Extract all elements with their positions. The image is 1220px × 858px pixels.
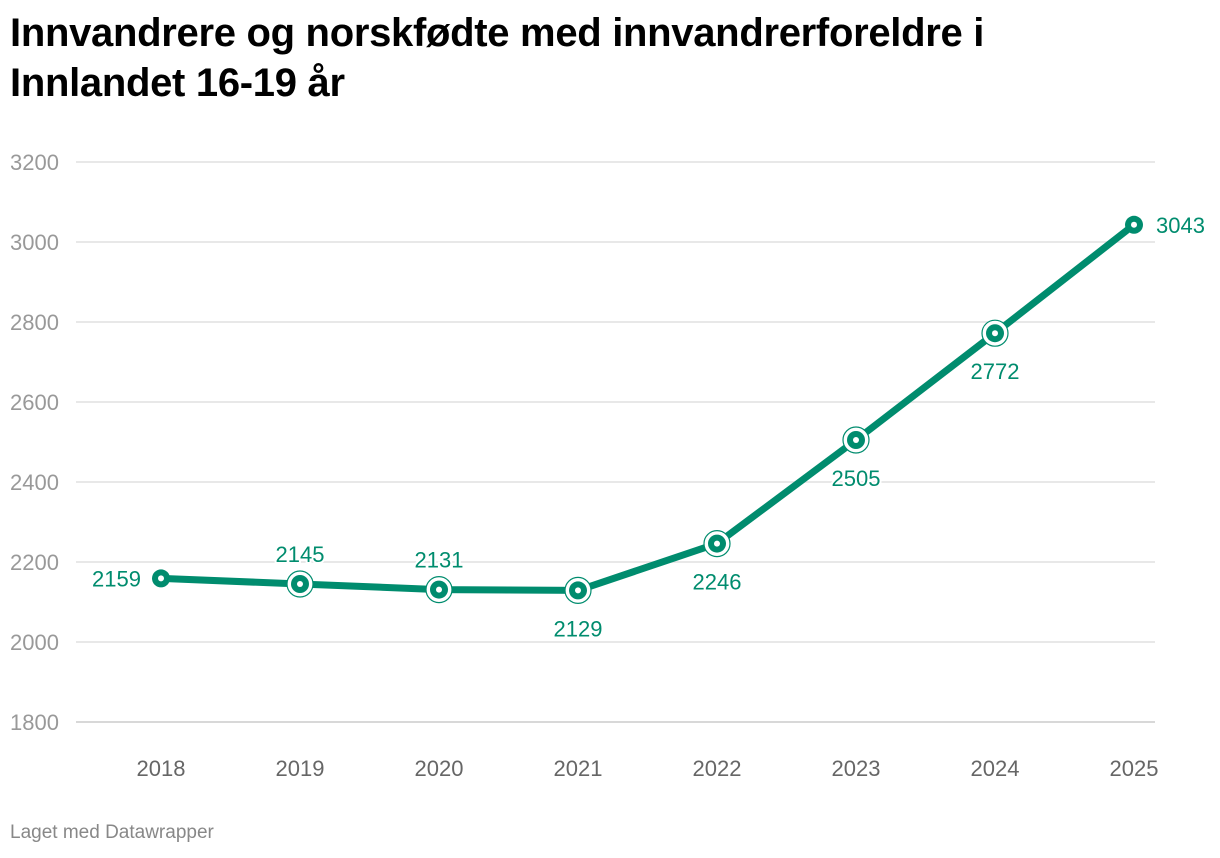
data-label: 3043 [1156, 213, 1205, 238]
data-point [564, 576, 592, 605]
data-point [842, 426, 870, 454]
data-point [981, 319, 1009, 347]
data-point [152, 569, 170, 588]
gridlines [76, 161, 1155, 723]
data-point [703, 529, 731, 558]
data-label: 2505 [832, 466, 881, 491]
x-tick-label: 2024 [971, 756, 1020, 781]
y-tick-label: 2800 [10, 310, 59, 335]
y-axis-ticks: 1800 2000 2200 2400 2600 2800 3000 3200 [10, 150, 59, 735]
y-tick-label: 2200 [10, 550, 59, 575]
x-axis-ticks: 2018 2019 2020 2021 2022 2023 2024 2025 [137, 756, 1159, 781]
footer-credit: Laget med Datawrapper [10, 822, 214, 843]
y-tick-label: 3000 [10, 230, 59, 255]
data-point [1125, 215, 1143, 234]
data-point [425, 575, 453, 604]
data-label: 2131 [415, 548, 464, 573]
x-tick-label: 2021 [554, 756, 603, 781]
y-tick-label: 2400 [10, 470, 59, 495]
x-tick-label: 2022 [693, 756, 742, 781]
y-tick-label: 3200 [10, 150, 59, 175]
data-label: 2129 [554, 616, 603, 641]
data-point [286, 570, 314, 598]
x-tick-label: 2019 [276, 756, 325, 781]
series-group [152, 215, 1143, 605]
chart-title: Innvandrere og norskfødte med innvandrer… [10, 11, 985, 105]
x-tick-label: 2018 [137, 756, 186, 781]
series-line [157, 221, 1138, 594]
data-label: 2772 [971, 359, 1020, 384]
x-tick-label: 2025 [1110, 756, 1159, 781]
data-label: 2159 [92, 566, 141, 591]
x-tick-label: 2020 [415, 756, 464, 781]
y-tick-label: 1800 [10, 710, 59, 735]
x-tick-label: 2023 [832, 756, 881, 781]
data-labels: 2159 2145 2131 2129 2246 2505 2772 3043 [90, 211, 1207, 644]
y-tick-label: 2600 [10, 390, 59, 415]
data-label: 2145 [276, 542, 325, 567]
y-tick-label: 2000 [10, 630, 59, 655]
data-label: 2246 [693, 570, 742, 595]
